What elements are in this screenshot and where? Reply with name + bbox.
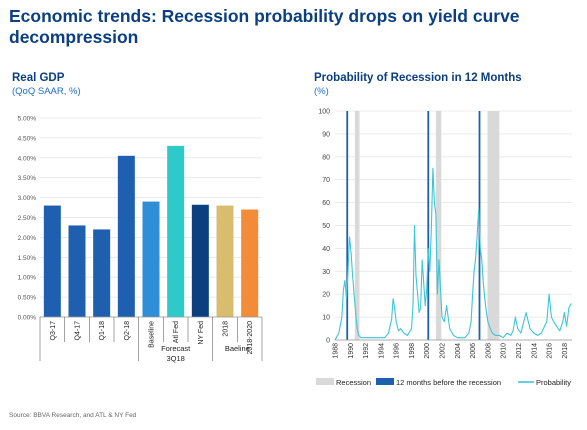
legend-recession-label: Recession: [336, 378, 371, 387]
legend-recession-swatch: [316, 378, 334, 385]
gdp-y-tick-label: 0.50%: [18, 295, 37, 302]
recession-x-tick-label: 2006: [470, 343, 477, 359]
gdp-bar: [241, 209, 259, 317]
recession-x-tick-label: 2010: [501, 343, 508, 359]
gdp-y-tick-label: 2.00%: [18, 235, 37, 242]
gdp-x-tick-label: Q3-17: [50, 321, 57, 341]
recession-x-tick-label: 1990: [348, 343, 355, 359]
recession-x-tick-label: 1994: [378, 343, 385, 359]
recession-x-tick-label: 1998: [409, 343, 416, 359]
gdp-y-tick-label: 1.50%: [18, 255, 37, 262]
legend-pre-recession-label: 12 months before the recession: [396, 378, 501, 387]
gdp-x-tick-label: 2018-2020: [247, 321, 254, 355]
gdp-bar: [93, 229, 111, 317]
gdp-y-tick-label: 5.00%: [18, 116, 37, 123]
gdp-y-tick-label: 4.50%: [18, 135, 37, 142]
gdp-y-tick-label: 3.50%: [18, 175, 37, 182]
probability-line: [334, 167, 572, 341]
recession-y-tick-label: 40: [322, 246, 330, 253]
gdp-bar: [142, 201, 160, 317]
gdp-x-tick-label: Q1-18: [99, 321, 106, 341]
gdp-x-tick-label: 2018: [223, 321, 230, 337]
recession-x-tick-label: 2008: [485, 343, 492, 359]
legend-probability-label: Probability: [536, 378, 571, 387]
page-title: Economic trends: Recession probability d…: [9, 6, 520, 47]
recession-y-tick-label: 100: [318, 109, 330, 116]
recession-x-tick-label: 2012: [516, 343, 523, 359]
gdp-bar: [191, 204, 209, 317]
recession-y-tick-label: 90: [322, 131, 330, 138]
recession-band: [354, 111, 360, 340]
gdp-group-label: Baeline: [225, 344, 250, 353]
gdp-x-tick-label: Q4-17: [75, 321, 82, 341]
recession-chart-subtitle: (%): [314, 86, 329, 97]
gdp-y-tick-label: 1.00%: [18, 275, 37, 282]
gdp-x-tick-label: Q2-18: [124, 321, 131, 341]
recession-y-tick-label: 60: [322, 200, 330, 207]
recession-y-tick-label: 30: [322, 269, 330, 276]
recession-y-tick-label: 0: [326, 338, 330, 345]
gdp-y-tick-label: 3.00%: [18, 195, 37, 202]
recession-x-tick-label: 2000: [424, 343, 431, 359]
recession-y-tick-label: 70: [322, 177, 330, 184]
gdp-bar: [43, 205, 61, 317]
recession-chart-title: Probability of Recession in 12 Months: [314, 72, 522, 84]
gdp-group-label: Forecast: [161, 344, 191, 353]
gdp-bar: [167, 145, 185, 317]
legend-pre-recession-swatch: [376, 378, 394, 385]
source-note: Source: BBVA Research, and ATL & NY Fed: [9, 412, 137, 419]
gdp-bar: [117, 155, 135, 317]
recession-x-tick-label: 2014: [531, 343, 538, 359]
gdp-bar: [216, 205, 234, 317]
gdp-x-tick-label: Atl Fed: [173, 321, 180, 343]
recession-x-tick-label: 2002: [440, 343, 447, 359]
gdp-x-tick-label: Baseline: [149, 321, 156, 348]
recession-x-tick-label: 2004: [455, 343, 462, 359]
recession-x-tick-label: 1996: [394, 343, 401, 359]
gdp-bar: [68, 225, 86, 317]
recession-band: [435, 111, 442, 340]
recession-y-tick-label: 50: [322, 223, 330, 230]
recession-x-tick-label: 2018: [562, 343, 569, 359]
recession-band: [487, 111, 500, 340]
gdp-y-tick-label: 4.00%: [18, 155, 37, 162]
gdp-chart-subtitle: (QoQ SAAR, %): [12, 86, 81, 97]
gdp-x-tick-label: NY Fed: [198, 321, 205, 345]
gdp-y-tick-label: 2.50%: [18, 215, 37, 222]
recession-y-tick-label: 20: [322, 292, 330, 299]
recession-x-tick-label: 1992: [363, 343, 370, 359]
recession-x-tick-label: 1988: [333, 343, 340, 359]
recession-y-tick-label: 10: [322, 315, 330, 322]
gdp-y-tick-label: 0.00%: [18, 315, 37, 322]
gdp-chart-title: Real GDP: [12, 72, 65, 84]
recession-x-tick-label: 2016: [547, 343, 554, 359]
gdp-group-sublabel: 3Q18: [166, 354, 184, 363]
recession-y-tick-label: 80: [322, 154, 330, 161]
